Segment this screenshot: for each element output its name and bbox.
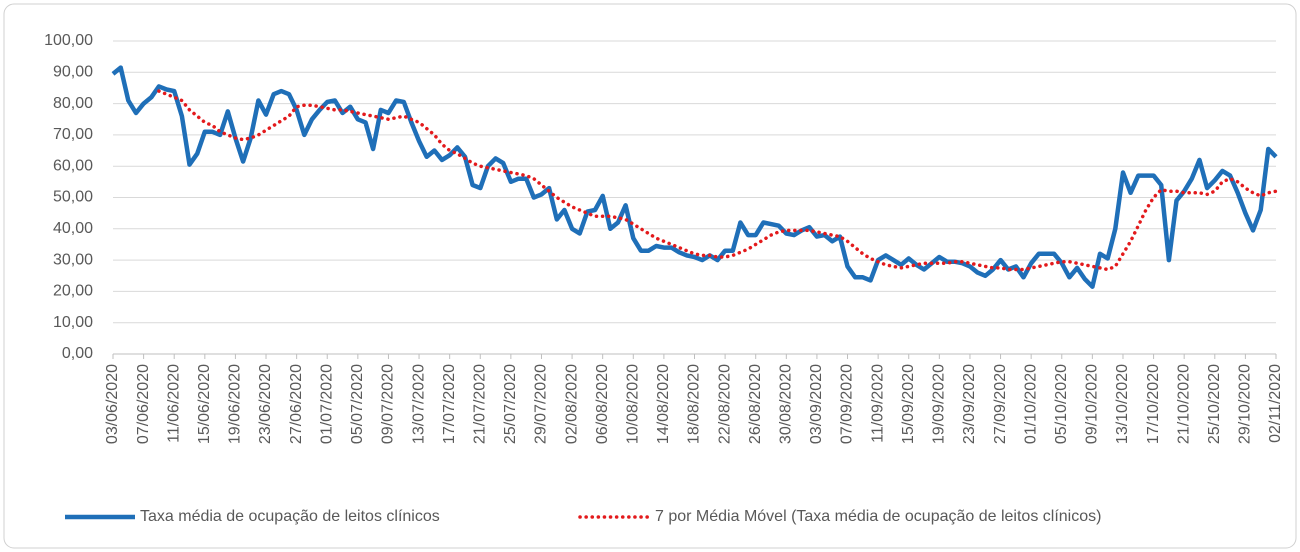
y-tick-label: 0,00 — [62, 345, 93, 362]
x-tick-label: 27/09/2020 — [992, 364, 1009, 444]
y-tick-label: 50,00 — [53, 189, 93, 206]
chart-frame — [3, 3, 1297, 549]
x-tick-label: 23/09/2020 — [961, 364, 978, 444]
x-tick-label: 01/10/2020 — [1022, 364, 1039, 444]
x-tick-label: 25/07/2020 — [502, 364, 519, 444]
x-tick-label: 25/10/2020 — [1206, 364, 1223, 444]
x-tick-label: 02/11/2020 — [1267, 364, 1284, 443]
x-tick-label: 17/10/2020 — [1145, 364, 1162, 444]
x-tick-label: 02/08/2020 — [563, 364, 580, 444]
x-tick-label: 29/07/2020 — [533, 364, 550, 444]
y-tick-label: 30,00 — [53, 251, 93, 268]
x-tick-label: 03/09/2020 — [808, 364, 825, 444]
x-tick-label: 14/08/2020 — [655, 364, 672, 444]
x-tick-label: 06/08/2020 — [594, 364, 611, 444]
y-tick-label: 40,00 — [53, 220, 93, 237]
legend-label: Taxa média de ocupação de leitos clínico… — [140, 508, 440, 525]
x-tick-label: 05/07/2020 — [349, 364, 366, 444]
x-tick-label: 30/08/2020 — [778, 364, 795, 444]
y-tick-label: 80,00 — [53, 95, 93, 112]
y-tick-label: 100,00 — [44, 32, 93, 49]
y-tick-label: 70,00 — [53, 126, 93, 143]
x-tick-label: 03/06/2020 — [104, 364, 121, 444]
x-tick-label: 18/08/2020 — [686, 364, 703, 444]
x-tick-label: 09/07/2020 — [380, 364, 397, 444]
x-tick-label: 11/06/2020 — [165, 364, 182, 443]
x-tick-label: 15/06/2020 — [196, 364, 213, 444]
x-tick-label: 17/07/2020 — [441, 364, 458, 444]
x-tick-label: 19/06/2020 — [227, 364, 244, 444]
x-tick-label: 21/07/2020 — [471, 364, 488, 444]
y-tick-label: 60,00 — [53, 157, 93, 174]
x-tick-label: 13/10/2020 — [1114, 364, 1131, 444]
x-tick-label: 13/07/2020 — [410, 364, 427, 444]
x-tick-label: 19/09/2020 — [931, 364, 948, 444]
x-tick-label: 09/10/2020 — [1084, 364, 1101, 444]
line-series — [111, 65, 1278, 289]
y-tick-label: 90,00 — [53, 64, 93, 81]
y-tick-label: 10,00 — [53, 314, 93, 331]
x-tick-label: 26/08/2020 — [747, 364, 764, 444]
y-tick-label: 20,00 — [53, 283, 93, 300]
x-tick-label: 21/10/2020 — [1175, 364, 1192, 444]
x-tick-label: 07/09/2020 — [839, 364, 856, 444]
x-tick-label: 23/06/2020 — [257, 364, 274, 444]
x-tick-label: 22/08/2020 — [716, 364, 733, 444]
x-tick-label: 05/10/2020 — [1053, 364, 1070, 444]
x-tick-label: 27/06/2020 — [288, 364, 305, 444]
x-tick-label: 11/09/2020 — [869, 364, 886, 443]
legend-label: 7 por Média Móvel (Taxa média de ocupaçã… — [655, 508, 1101, 525]
x-tick-label: 07/06/2020 — [135, 364, 152, 444]
x-tick-label: 15/09/2020 — [900, 364, 917, 444]
line-series — [157, 89, 1278, 272]
x-tick-label: 29/10/2020 — [1237, 364, 1254, 444]
x-tick-label: 01/07/2020 — [318, 364, 335, 444]
x-tick-label: 10/08/2020 — [625, 364, 642, 444]
